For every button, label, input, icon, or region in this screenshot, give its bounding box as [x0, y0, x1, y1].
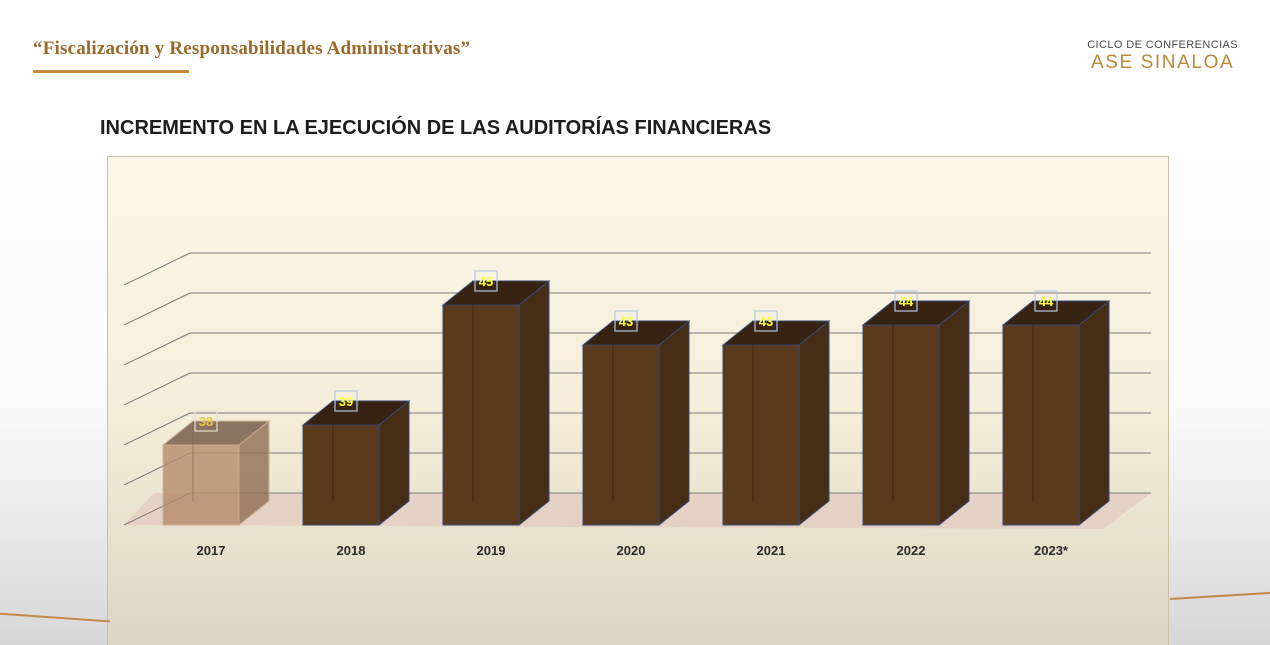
- data-label-box: [1034, 290, 1058, 312]
- bar-chart: 38 2017 39 2018 45 2019 43 2020 43 2021 44 2022 44 20…: [123, 252, 1151, 558]
- data-label-box: [334, 390, 358, 412]
- gridline-side: [123, 292, 191, 326]
- bar-side: [938, 299, 970, 527]
- bar: [1002, 324, 1080, 526]
- gridline-side: [123, 412, 191, 446]
- bar: [582, 344, 660, 526]
- data-label: 44: [899, 294, 914, 309]
- bar-side: [518, 279, 550, 527]
- data-label-box: [894, 290, 918, 312]
- brand-logo: CICLO DE CONFERENCIAS ASE SINALOA: [1087, 39, 1238, 74]
- data-label: 39: [339, 394, 353, 409]
- data-label: 44: [1039, 294, 1054, 309]
- data-label-box: [614, 310, 638, 332]
- x-tick-label: 2020: [617, 543, 646, 558]
- data-label-box: [194, 410, 218, 432]
- bar: [302, 424, 380, 526]
- x-tick-label: 2017: [197, 543, 226, 558]
- decorative-line-left: [0, 612, 110, 623]
- data-label: 45: [479, 274, 493, 289]
- data-label: 43: [619, 314, 633, 329]
- x-tick-label: 2023*: [1034, 543, 1069, 558]
- bar-side: [658, 319, 690, 527]
- bar: [722, 344, 800, 526]
- bar-side: [1078, 299, 1110, 527]
- brand-line2: ASE SINALOA: [1090, 52, 1235, 73]
- x-tick-label: 2018: [337, 543, 366, 558]
- x-tick-label: 2021: [757, 543, 786, 558]
- gridline-side: [123, 372, 191, 406]
- data-label: 43: [759, 314, 773, 329]
- decorative-line-right: [1169, 591, 1270, 600]
- chart-frame: 38 2017 39 2018 45 2019 43 2020 43 2021 44 2022 44 20…: [107, 156, 1169, 645]
- bar: [862, 324, 940, 526]
- data-label: 38: [199, 414, 213, 429]
- bar: [162, 444, 240, 526]
- slide-title: INCREMENTO EN LA EJECUCIÓN DE LAS AUDITO…: [100, 117, 772, 139]
- x-tick-label: 2022: [897, 543, 926, 558]
- title-underline: [33, 70, 189, 73]
- data-label-box: [474, 270, 498, 292]
- bar: [442, 304, 520, 526]
- brand-line1: CICLO DE CONFERENCIAS: [1087, 39, 1238, 51]
- data-label-box: [754, 310, 778, 332]
- x-tick-label: 2019: [477, 543, 506, 558]
- conference-title: “Fiscalización y Responsabilidades Admin…: [33, 38, 471, 59]
- bar-side: [798, 319, 830, 527]
- gridline-side: [123, 332, 191, 366]
- gridline-side: [123, 252, 191, 286]
